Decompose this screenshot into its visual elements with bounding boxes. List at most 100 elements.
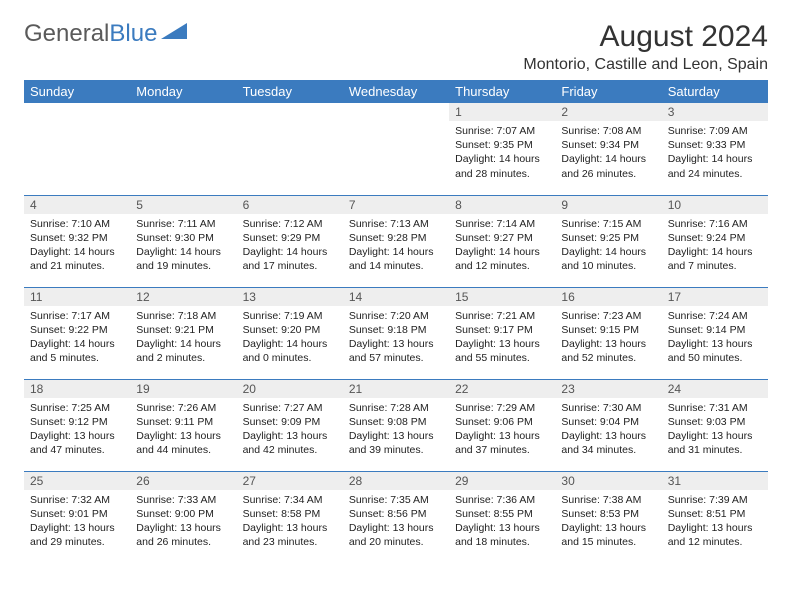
day-number: 2 — [555, 103, 661, 121]
day-number: 21 — [343, 380, 449, 398]
calendar-table: SundayMondayTuesdayWednesdayThursdayFrid… — [24, 80, 768, 563]
day-details: Sunrise: 7:13 AMSunset: 9:28 PMDaylight:… — [343, 214, 449, 277]
logo-text-blue: Blue — [109, 20, 157, 48]
calendar-day-cell: 11Sunrise: 7:17 AMSunset: 9:22 PMDayligh… — [24, 287, 130, 379]
day-details: Sunrise: 7:17 AMSunset: 9:22 PMDaylight:… — [24, 306, 130, 369]
day-number: 18 — [24, 380, 130, 398]
calendar-day-cell: 24Sunrise: 7:31 AMSunset: 9:03 PMDayligh… — [662, 379, 768, 471]
weekday-header: Sunday — [24, 80, 130, 103]
day-number: 7 — [343, 196, 449, 214]
calendar-day-cell: 26Sunrise: 7:33 AMSunset: 9:00 PMDayligh… — [130, 471, 236, 563]
day-details: Sunrise: 7:38 AMSunset: 8:53 PMDaylight:… — [555, 490, 661, 553]
day-details: Sunrise: 7:19 AMSunset: 9:20 PMDaylight:… — [237, 306, 343, 369]
weekday-header: Friday — [555, 80, 661, 103]
calendar-day-cell: 30Sunrise: 7:38 AMSunset: 8:53 PMDayligh… — [555, 471, 661, 563]
day-number: 9 — [555, 196, 661, 214]
day-details: Sunrise: 7:08 AMSunset: 9:34 PMDaylight:… — [555, 121, 661, 184]
day-number: 29 — [449, 472, 555, 490]
day-number: 14 — [343, 288, 449, 306]
calendar-week-row: 11Sunrise: 7:17 AMSunset: 9:22 PMDayligh… — [24, 287, 768, 379]
day-number: 13 — [237, 288, 343, 306]
day-number: 10 — [662, 196, 768, 214]
calendar-week-row: 25Sunrise: 7:32 AMSunset: 9:01 PMDayligh… — [24, 471, 768, 563]
day-details: Sunrise: 7:36 AMSunset: 8:55 PMDaylight:… — [449, 490, 555, 553]
day-details: Sunrise: 7:39 AMSunset: 8:51 PMDaylight:… — [662, 490, 768, 553]
day-number: 3 — [662, 103, 768, 121]
day-number: 25 — [24, 472, 130, 490]
calendar-day-cell: 25Sunrise: 7:32 AMSunset: 9:01 PMDayligh… — [24, 471, 130, 563]
calendar-day-cell: 7Sunrise: 7:13 AMSunset: 9:28 PMDaylight… — [343, 195, 449, 287]
logo: GeneralBlue — [24, 20, 187, 48]
location: Montorio, Castille and Leon, Spain — [523, 56, 768, 74]
day-details: Sunrise: 7:09 AMSunset: 9:33 PMDaylight:… — [662, 121, 768, 184]
weekday-header: Wednesday — [343, 80, 449, 103]
day-number: 24 — [662, 380, 768, 398]
day-number: 1 — [449, 103, 555, 121]
weekday-row: SundayMondayTuesdayWednesdayThursdayFrid… — [24, 80, 768, 103]
day-details: Sunrise: 7:24 AMSunset: 9:14 PMDaylight:… — [662, 306, 768, 369]
weekday-header: Monday — [130, 80, 236, 103]
calendar-empty-cell — [130, 103, 236, 195]
calendar-day-cell: 29Sunrise: 7:36 AMSunset: 8:55 PMDayligh… — [449, 471, 555, 563]
calendar-day-cell: 17Sunrise: 7:24 AMSunset: 9:14 PMDayligh… — [662, 287, 768, 379]
calendar-day-cell: 2Sunrise: 7:08 AMSunset: 9:34 PMDaylight… — [555, 103, 661, 195]
calendar-day-cell: 5Sunrise: 7:11 AMSunset: 9:30 PMDaylight… — [130, 195, 236, 287]
calendar-empty-cell — [343, 103, 449, 195]
calendar-day-cell: 8Sunrise: 7:14 AMSunset: 9:27 PMDaylight… — [449, 195, 555, 287]
calendar-day-cell: 1Sunrise: 7:07 AMSunset: 9:35 PMDaylight… — [449, 103, 555, 195]
day-number: 26 — [130, 472, 236, 490]
logo-triangle-icon — [161, 20, 187, 48]
calendar-empty-cell — [24, 103, 130, 195]
calendar-week-row: 1Sunrise: 7:07 AMSunset: 9:35 PMDaylight… — [24, 103, 768, 195]
day-details: Sunrise: 7:25 AMSunset: 9:12 PMDaylight:… — [24, 398, 130, 461]
day-number: 6 — [237, 196, 343, 214]
weekday-header: Thursday — [449, 80, 555, 103]
calendar-day-cell: 18Sunrise: 7:25 AMSunset: 9:12 PMDayligh… — [24, 379, 130, 471]
calendar-day-cell: 31Sunrise: 7:39 AMSunset: 8:51 PMDayligh… — [662, 471, 768, 563]
day-details: Sunrise: 7:23 AMSunset: 9:15 PMDaylight:… — [555, 306, 661, 369]
day-details: Sunrise: 7:16 AMSunset: 9:24 PMDaylight:… — [662, 214, 768, 277]
day-details: Sunrise: 7:10 AMSunset: 9:32 PMDaylight:… — [24, 214, 130, 277]
day-details: Sunrise: 7:35 AMSunset: 8:56 PMDaylight:… — [343, 490, 449, 553]
calendar-day-cell: 21Sunrise: 7:28 AMSunset: 9:08 PMDayligh… — [343, 379, 449, 471]
calendar-day-cell: 6Sunrise: 7:12 AMSunset: 9:29 PMDaylight… — [237, 195, 343, 287]
calendar-day-cell: 3Sunrise: 7:09 AMSunset: 9:33 PMDaylight… — [662, 103, 768, 195]
day-number: 17 — [662, 288, 768, 306]
calendar-page: GeneralBlue August 2024 Montorio, Castil… — [0, 0, 792, 583]
calendar-day-cell: 22Sunrise: 7:29 AMSunset: 9:06 PMDayligh… — [449, 379, 555, 471]
day-details: Sunrise: 7:20 AMSunset: 9:18 PMDaylight:… — [343, 306, 449, 369]
calendar-week-row: 18Sunrise: 7:25 AMSunset: 9:12 PMDayligh… — [24, 379, 768, 471]
calendar-day-cell: 19Sunrise: 7:26 AMSunset: 9:11 PMDayligh… — [130, 379, 236, 471]
weekday-header: Tuesday — [237, 80, 343, 103]
calendar-day-cell: 15Sunrise: 7:21 AMSunset: 9:17 PMDayligh… — [449, 287, 555, 379]
day-number: 15 — [449, 288, 555, 306]
day-number: 8 — [449, 196, 555, 214]
day-number: 12 — [130, 288, 236, 306]
day-details: Sunrise: 7:31 AMSunset: 9:03 PMDaylight:… — [662, 398, 768, 461]
calendar-week-row: 4Sunrise: 7:10 AMSunset: 9:32 PMDaylight… — [24, 195, 768, 287]
day-number: 4 — [24, 196, 130, 214]
calendar-head: SundayMondayTuesdayWednesdayThursdayFrid… — [24, 80, 768, 103]
day-details: Sunrise: 7:33 AMSunset: 9:00 PMDaylight:… — [130, 490, 236, 553]
calendar-day-cell: 12Sunrise: 7:18 AMSunset: 9:21 PMDayligh… — [130, 287, 236, 379]
calendar-day-cell: 4Sunrise: 7:10 AMSunset: 9:32 PMDaylight… — [24, 195, 130, 287]
day-number: 27 — [237, 472, 343, 490]
day-details: Sunrise: 7:32 AMSunset: 9:01 PMDaylight:… — [24, 490, 130, 553]
calendar-body: 1Sunrise: 7:07 AMSunset: 9:35 PMDaylight… — [24, 103, 768, 563]
day-details: Sunrise: 7:12 AMSunset: 9:29 PMDaylight:… — [237, 214, 343, 277]
calendar-day-cell: 9Sunrise: 7:15 AMSunset: 9:25 PMDaylight… — [555, 195, 661, 287]
day-details: Sunrise: 7:29 AMSunset: 9:06 PMDaylight:… — [449, 398, 555, 461]
calendar-day-cell: 27Sunrise: 7:34 AMSunset: 8:58 PMDayligh… — [237, 471, 343, 563]
day-number: 31 — [662, 472, 768, 490]
day-number: 5 — [130, 196, 236, 214]
logo-text-gray: General — [24, 20, 109, 48]
calendar-day-cell: 13Sunrise: 7:19 AMSunset: 9:20 PMDayligh… — [237, 287, 343, 379]
day-number: 11 — [24, 288, 130, 306]
day-details: Sunrise: 7:11 AMSunset: 9:30 PMDaylight:… — [130, 214, 236, 277]
day-details: Sunrise: 7:15 AMSunset: 9:25 PMDaylight:… — [555, 214, 661, 277]
day-number: 23 — [555, 380, 661, 398]
day-number: 28 — [343, 472, 449, 490]
calendar-empty-cell — [237, 103, 343, 195]
day-details: Sunrise: 7:14 AMSunset: 9:27 PMDaylight:… — [449, 214, 555, 277]
day-details: Sunrise: 7:18 AMSunset: 9:21 PMDaylight:… — [130, 306, 236, 369]
